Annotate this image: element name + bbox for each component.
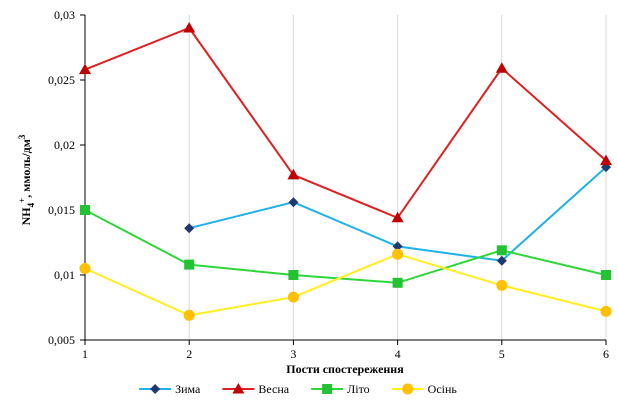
y-tick-label: 0,02 <box>54 138 75 152</box>
series-line <box>84 26 607 220</box>
y-tick-label: 0,01 <box>54 268 75 282</box>
legend-item: Зима <box>139 382 201 396</box>
data-point <box>495 62 508 73</box>
data-point <box>496 279 508 291</box>
series-1 <box>79 22 612 223</box>
data-point <box>287 291 299 303</box>
axes <box>80 14 607 345</box>
series-line <box>84 253 607 317</box>
data-point <box>183 22 196 33</box>
legend-item: Літо <box>311 382 370 396</box>
data-point <box>392 277 403 288</box>
data-point <box>496 255 507 266</box>
y-axis-title-main: NH <box>19 207 33 226</box>
legend: Зима Весна Літо Осінь <box>139 382 457 396</box>
data-point <box>79 63 91 75</box>
legend-swatch-marker <box>150 384 161 394</box>
data-point <box>184 259 195 270</box>
data-point <box>496 245 507 256</box>
x-tick-label: 6 <box>603 347 609 361</box>
y-tick-label: 0,005 <box>48 333 75 347</box>
x-tick-label: 2 <box>186 347 192 361</box>
data-point <box>600 154 612 166</box>
legend-label: Літо <box>347 382 370 396</box>
data-point <box>392 248 404 260</box>
y-axis-title-sub: 4 <box>26 202 36 207</box>
data-point <box>80 205 90 215</box>
x-tick-label: 1 <box>82 347 88 361</box>
legend-item: Весна <box>222 382 290 396</box>
series-lines <box>79 22 612 321</box>
x-axis-title: Пости спостереження <box>286 362 404 376</box>
legend-swatch-marker <box>402 383 414 395</box>
data-point <box>601 270 611 280</box>
grid-lines <box>188 15 607 340</box>
data-point <box>288 197 299 208</box>
legend-item: Осінь <box>391 382 458 396</box>
data-point <box>184 223 195 234</box>
data-point <box>600 305 612 317</box>
x-tick-label: 3 <box>290 347 296 361</box>
legend-label: Осінь <box>428 382 458 396</box>
series-line <box>84 209 607 284</box>
legend-swatch-marker <box>322 384 333 394</box>
y-tick-label: 0,015 <box>48 203 75 217</box>
data-point <box>391 211 404 223</box>
data-point <box>287 168 300 180</box>
series-0 <box>184 162 611 266</box>
data-point <box>288 270 299 280</box>
y-tick-label: 0,025 <box>48 73 75 87</box>
data-point <box>392 241 403 252</box>
y-axis-title: NH4+, ммоль/дм3 <box>17 134 36 225</box>
legend-label: Весна <box>258 382 289 396</box>
y-axis-title-sup: + <box>17 198 27 203</box>
y-axis-title-rest: , ммоль/дм <box>19 139 33 198</box>
legend-swatch-marker <box>232 383 245 394</box>
x-tick-label: 4 <box>395 347 401 361</box>
series-2 <box>80 205 611 288</box>
data-point <box>79 263 91 274</box>
legend-label: Зима <box>175 382 201 396</box>
tick-labels: 0,005 0,01 0,015 0,02 0,025 0,03 1 2 3 4 5 6 <box>48 8 609 361</box>
x-tick-label: 5 <box>499 347 505 361</box>
data-point <box>183 309 195 321</box>
y-axis-title-unit-sup: 3 <box>17 134 27 139</box>
series-3 <box>79 248 612 321</box>
y-tick-label: 0,03 <box>54 8 75 22</box>
